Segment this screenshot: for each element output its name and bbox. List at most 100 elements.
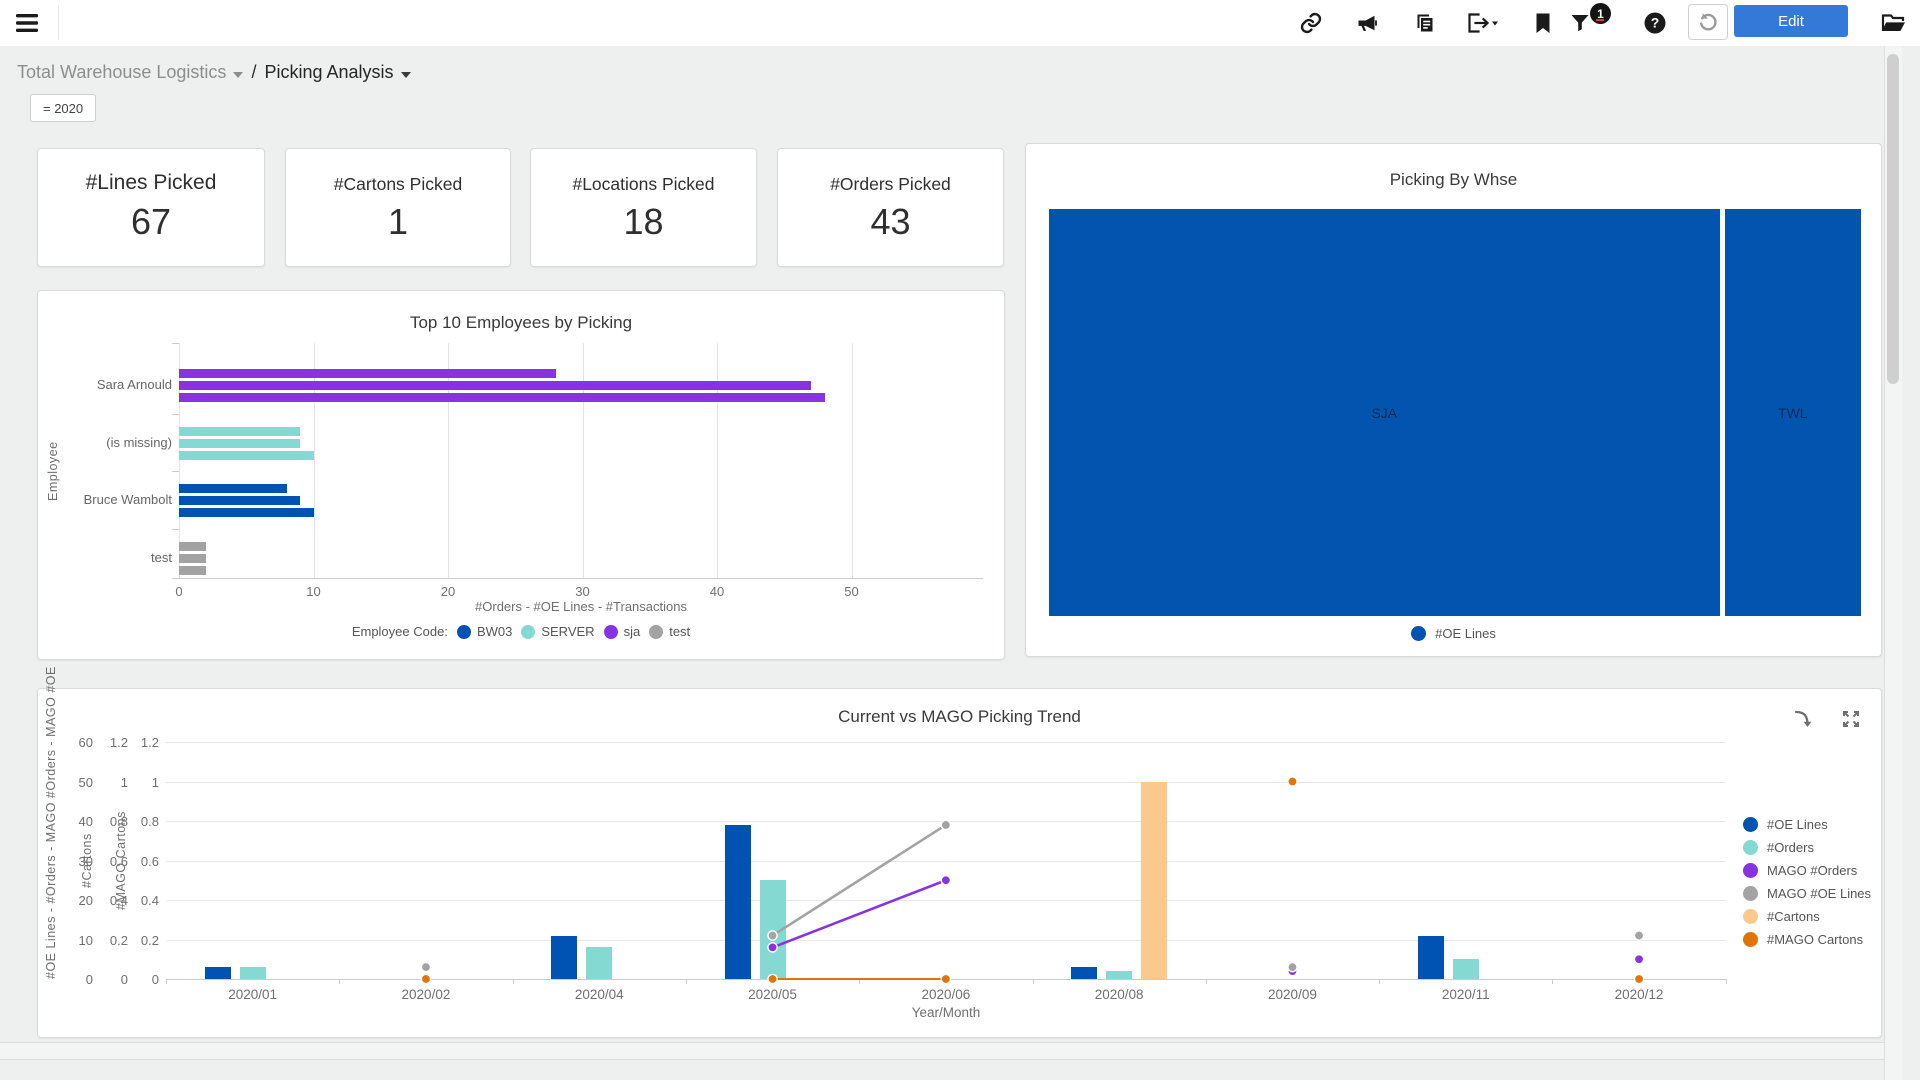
top10-bar[interactable]: [179, 507, 314, 517]
kpi-card-cartons-picked[interactable]: #Cartons Picked 1: [285, 148, 511, 267]
treemap-segment-twl[interactable]: TWL: [1724, 209, 1861, 616]
legend-dot: [1743, 839, 1758, 855]
x-axis-tick: [339, 979, 341, 984]
drill-arrow-icon[interactable]: [1790, 705, 1820, 735]
y-tick-label: 1.2: [140, 735, 159, 750]
x-axis-tick: [1205, 979, 1207, 984]
top10-bar[interactable]: [179, 495, 301, 505]
x-axis-tick: [1379, 979, 1381, 984]
x-tick-label: 30: [575, 584, 590, 599]
treemap-segment-label: TWL: [1778, 404, 1808, 421]
chevron-down-icon: [233, 72, 244, 78]
x-tick-label: 50: [844, 584, 859, 599]
top10-bar[interactable]: [179, 483, 287, 493]
breadcrumb-page[interactable]: Picking Analysis: [264, 62, 411, 83]
kpi-card-lines-picked[interactable]: #Lines Picked 67: [37, 148, 265, 267]
trend-point[interactable]: [420, 961, 432, 973]
x-axis-title: #Orders - #OE Lines - #Transactions: [475, 599, 687, 614]
top10-bar[interactable]: [179, 380, 812, 390]
help-icon[interactable]: ?: [1640, 8, 1670, 38]
trend-bar[interactable]: [1452, 959, 1479, 979]
legend-item-SERVER[interactable]: SERVER: [521, 624, 595, 639]
trend-bar[interactable]: [551, 935, 578, 979]
legend-dot: [1743, 885, 1758, 901]
trend-point[interactable]: [1633, 953, 1645, 965]
menu-icon[interactable]: [12, 8, 42, 38]
trend-bar[interactable]: [586, 947, 613, 979]
y-tick-label: 40: [78, 814, 93, 829]
legend-item-MAGO #OE Lines[interactable]: MAGO #OE Lines: [1743, 885, 1871, 901]
top-toolbar: 1 ? Edit: [0, 0, 1920, 46]
x-category-label: 2020/02: [401, 987, 451, 1002]
trend-point[interactable]: [940, 874, 952, 886]
legend-item-#Cartons[interactable]: #Cartons: [1743, 908, 1820, 924]
top10-bar[interactable]: [179, 450, 314, 460]
top10-bar[interactable]: [179, 541, 206, 551]
axis-tick: [172, 343, 179, 344]
trend-bar[interactable]: [1106, 971, 1133, 979]
expand-icon[interactable]: [1836, 704, 1866, 734]
top10-bar[interactable]: [179, 426, 301, 436]
kpi-card-locations-picked[interactable]: #Locations Picked 18: [530, 148, 757, 267]
trend-bar[interactable]: [239, 967, 266, 979]
bookmark-icon[interactable]: [1528, 8, 1558, 38]
filter-chip-2020[interactable]: = 2020: [30, 94, 97, 122]
top10-bar[interactable]: [179, 553, 206, 563]
y-tick-label: 0: [120, 972, 128, 987]
megaphone-icon[interactable]: [1352, 8, 1382, 38]
horizontal-scrollbar[interactable]: [0, 1042, 1884, 1060]
trend-bar[interactable]: [724, 824, 751, 979]
x-axis-tick: [166, 979, 167, 984]
vertical-scrollbar-thumb[interactable]: [1887, 54, 1899, 384]
legend-item-sja[interactable]: sja: [603, 624, 641, 639]
chart-title: Picking By Whse: [1389, 170, 1518, 189]
legend-label: test: [669, 624, 691, 639]
copy-pages-icon[interactable]: [1410, 8, 1440, 38]
gridline: [166, 900, 1726, 901]
legend-item-#Orders[interactable]: #Orders: [1743, 839, 1814, 855]
top10-bar[interactable]: [179, 565, 206, 575]
y-tick-label: 0.8: [109, 814, 128, 829]
x-tick-label: 10: [306, 584, 321, 599]
gridline: [166, 821, 1726, 822]
legend-item-BW03[interactable]: BW03: [456, 624, 513, 639]
top10-bar[interactable]: [179, 368, 556, 378]
legend-item-MAGO #Orders[interactable]: MAGO #Orders: [1743, 862, 1857, 878]
y-tick-label: 60: [78, 735, 93, 750]
export-icon[interactable]: [1463, 8, 1507, 38]
whse-legend: #OE Lines: [1026, 626, 1881, 641]
axis-tick: [172, 471, 179, 472]
legend-item-test[interactable]: test: [649, 624, 690, 639]
top10-bar[interactable]: [179, 392, 825, 402]
legend-item-#MAGO Cartons[interactable]: #MAGO Cartons: [1743, 931, 1863, 947]
legend-item-#OE Lines[interactable]: #OE Lines: [1743, 816, 1828, 832]
legend-label: BW03: [476, 624, 513, 639]
trend-bar[interactable]: [1071, 967, 1098, 979]
legend-dot: [456, 624, 471, 639]
trend-bar[interactable]: [1417, 935, 1444, 979]
x-tick-label: 40: [709, 584, 725, 599]
trend-bar[interactable]: [204, 967, 231, 979]
filter-icon[interactable]: [1566, 8, 1596, 38]
edit-button[interactable]: Edit: [1734, 5, 1848, 37]
y-tick-label: 0.6: [140, 853, 159, 869]
trend-point[interactable]: [1287, 961, 1298, 973]
folder-icon[interactable]: [1878, 8, 1908, 38]
trend-point[interactable]: [1287, 965, 1298, 977]
kpi-card-orders-picked[interactable]: #Orders Picked 43: [777, 148, 1004, 267]
x-axis-tick: [1552, 979, 1554, 984]
trend-point[interactable]: [420, 961, 432, 973]
treemap-segment-sja[interactable]: SJA: [1049, 209, 1720, 616]
y-tick-label: 0.4: [109, 893, 128, 908]
breadcrumb-folder[interactable]: Total Warehouse Logistics: [17, 62, 244, 83]
breadcrumb-separator: /: [251, 62, 257, 82]
link-icon[interactable]: [1296, 8, 1326, 38]
top10-bar[interactable]: [179, 438, 301, 448]
trend-bar[interactable]: [1141, 781, 1168, 979]
legend-label: sja: [623, 624, 641, 639]
trend-bar[interactable]: [759, 880, 786, 979]
kpi-label: #Lines Picked: [85, 171, 217, 194]
legend-label: #OE Lines: [1435, 626, 1496, 641]
refresh-button[interactable]: [1688, 4, 1728, 40]
